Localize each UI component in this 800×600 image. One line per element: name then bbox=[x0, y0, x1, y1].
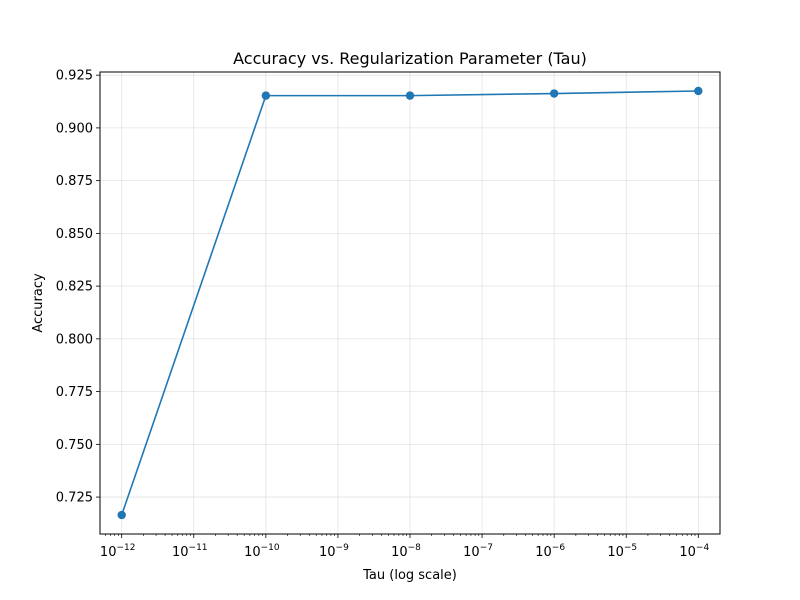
x-tick-label: 10−5 bbox=[607, 543, 637, 560]
x-tick-label: 10−11 bbox=[172, 543, 208, 560]
x-tick-exponent: −10 bbox=[261, 543, 280, 553]
x-tick-exponent: −6 bbox=[552, 543, 566, 553]
data-point bbox=[261, 91, 271, 100]
x-tick-base: 10 bbox=[172, 545, 189, 560]
x-axis-label: Tau (log scale) bbox=[362, 568, 457, 583]
y-tick-label: 0.925 bbox=[56, 69, 93, 84]
x-tick-exponent: −8 bbox=[408, 543, 422, 553]
grid bbox=[100, 72, 720, 534]
plot-frame bbox=[99, 71, 721, 535]
x-tick-base: 10 bbox=[391, 545, 408, 560]
data-point bbox=[117, 510, 126, 520]
x-tick-label: 10−6 bbox=[535, 543, 565, 560]
y-tick-label: 0.750 bbox=[56, 438, 93, 453]
x-tick-exponent: −9 bbox=[336, 543, 350, 553]
y-axis-label: Accuracy bbox=[31, 273, 46, 333]
x-tick-label: 10−10 bbox=[244, 543, 280, 560]
x-tick-label: 10−12 bbox=[100, 543, 136, 560]
y-tick-label: 0.800 bbox=[56, 332, 93, 347]
series-accuracy bbox=[117, 86, 703, 520]
x-tick-label: 10−8 bbox=[391, 543, 421, 560]
x-tick-exponent: −5 bbox=[624, 543, 637, 553]
x-tick-exponent: −11 bbox=[189, 543, 208, 553]
x-tick-base: 10 bbox=[244, 545, 261, 560]
y-tick-label: 0.900 bbox=[56, 121, 93, 136]
x-tick-label: 10−9 bbox=[319, 543, 349, 560]
x-tick-base: 10 bbox=[100, 545, 117, 560]
axis-ticks: 0.725 0.750 0.775 0.800 0.825 0.850 0.875 0.900… bbox=[56, 69, 710, 560]
x-tick-exponent: −7 bbox=[480, 543, 493, 553]
data-point bbox=[694, 86, 703, 96]
data-point bbox=[405, 91, 415, 100]
y-tick-label: 0.850 bbox=[56, 227, 93, 242]
y-tick-label: 0.725 bbox=[56, 491, 93, 506]
x-tick-exponent: −4 bbox=[696, 543, 710, 553]
x-tick-exponent: −12 bbox=[116, 543, 135, 553]
x-tick-base: 10 bbox=[463, 545, 480, 560]
y-tick-label: 0.825 bbox=[56, 280, 93, 295]
chart-title: Accuracy vs. Regularization Parameter (T… bbox=[233, 49, 587, 68]
x-tick-label: 10−4 bbox=[679, 543, 709, 560]
x-tick-base: 10 bbox=[319, 545, 336, 560]
data-point bbox=[549, 89, 559, 98]
x-tick-base: 10 bbox=[535, 545, 552, 560]
x-tick-label: 10−7 bbox=[463, 543, 493, 560]
y-tick-label: 0.875 bbox=[56, 174, 93, 189]
y-tick-label: 0.775 bbox=[56, 385, 93, 400]
x-tick-base: 10 bbox=[679, 545, 696, 560]
x-tick-base: 10 bbox=[607, 545, 624, 560]
